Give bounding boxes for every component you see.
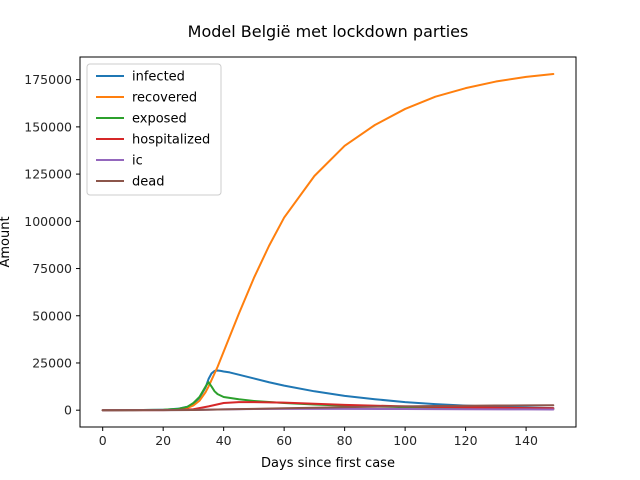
legend-label-infected: infected [132, 70, 185, 85]
y-tick-label: 150000 [24, 119, 72, 134]
y-axis-label: Amount [0, 216, 13, 267]
y-tick-label: 100000 [24, 214, 72, 229]
y-tick-label: 175000 [24, 72, 72, 87]
x-tick-label: 140 [514, 433, 538, 448]
x-tick-label: 120 [454, 433, 478, 448]
chart-title: Model België met lockdown parties [188, 22, 469, 41]
legend-label-dead: dead [132, 175, 164, 190]
y-tick-label: 50000 [32, 308, 72, 323]
x-axis-ticks: 0 20 40 60 80 100 120 140 [99, 427, 538, 448]
series-line-recovered [101, 73, 555, 412]
x-axis-label: Days since first case [261, 456, 395, 471]
x-tick-label: 40 [216, 433, 232, 448]
y-tick-label: 75000 [32, 261, 72, 276]
legend-label-ic: ic [132, 154, 143, 169]
y-tick-label: 125000 [24, 167, 72, 182]
x-tick-label: 100 [393, 433, 417, 448]
legend-label-hospitalized: hospitalized [132, 133, 210, 148]
legend-label-exposed: exposed [132, 112, 187, 127]
series-line-dead [101, 404, 555, 412]
x-tick-label: 80 [337, 433, 353, 448]
plot-lines [101, 73, 555, 412]
legend-label-recovered: recovered [132, 91, 197, 106]
y-tick-label: 25000 [32, 355, 72, 370]
legend: infected recovered exposed hospitalized ic de… [86, 63, 222, 196]
x-tick-label: 0 [99, 433, 107, 448]
y-tick-label: 0 [64, 403, 72, 418]
x-tick-label: 60 [276, 433, 292, 448]
y-axis-ticks: 0 25000 50000 75000 100000 125000 150000 175000 [24, 72, 80, 418]
x-tick-label: 20 [155, 433, 171, 448]
plot-frame [79, 56, 577, 428]
